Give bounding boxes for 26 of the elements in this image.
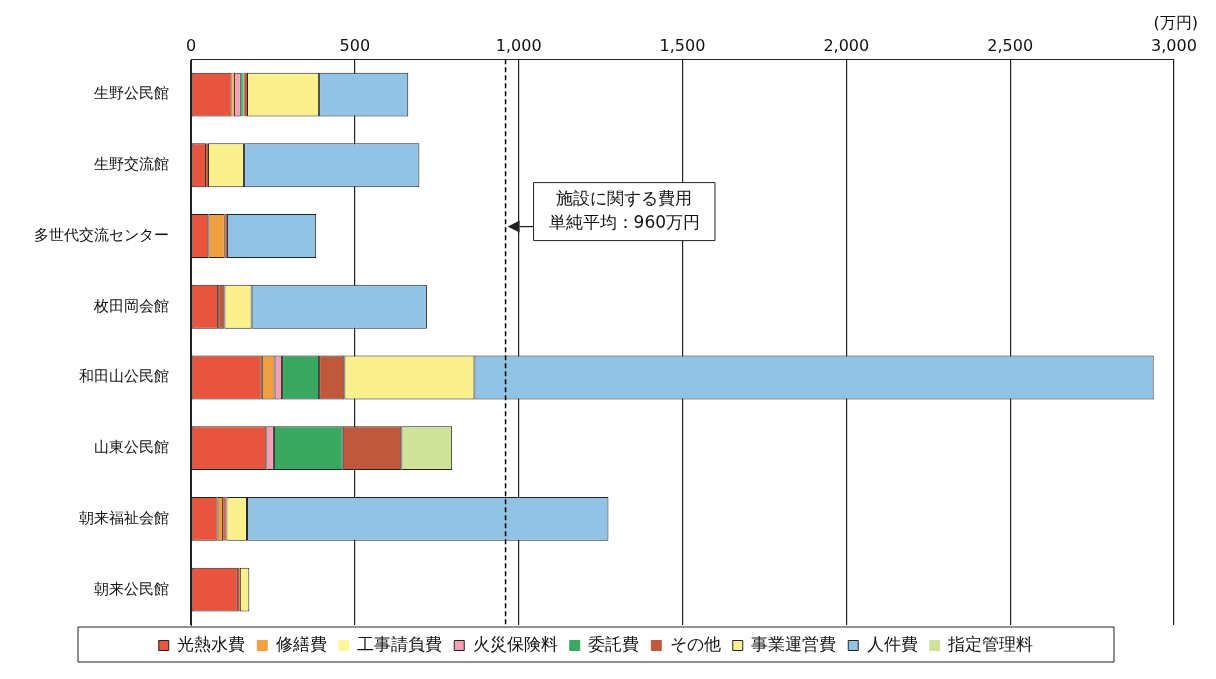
legend-label: 人件費 (866, 633, 918, 654)
y-tick-label: 朝来福祉会館 (79, 508, 169, 527)
y-tick-label: 朝来公民館 (94, 579, 169, 598)
legend-label: 光熱水費 (177, 633, 246, 654)
ref-line-label: 施設に関する費用単純平均：960万円 (548, 188, 701, 233)
x-tick-label: 0 (185, 35, 197, 55)
y-tick-label: 多世代交流センター (34, 225, 169, 244)
y-tick-label: 山東公民館 (94, 438, 169, 457)
x-tick-label: 3,000 (1151, 35, 1197, 55)
x-tick-label: 1,000 (495, 35, 542, 55)
legend-label: 工事請負費 (357, 633, 443, 654)
y-tick-label: 枚田岡会館 (93, 296, 169, 315)
x-axis-title: (万円) (1153, 13, 1198, 33)
x-tick-label: 1,500 (659, 35, 706, 55)
legend-label: 委託費 (588, 633, 640, 654)
y-tick-label: 生野交流館 (94, 155, 169, 174)
legend-label: 指定管理料 (947, 633, 1034, 654)
legend-label: その他 (669, 633, 721, 654)
x-tick-label: 2,000 (823, 35, 870, 55)
x-tick-label: 2,500 (987, 35, 1034, 55)
y-tick-label: 生野公民館 (94, 84, 169, 103)
legend-label: 火災保険料 (472, 633, 558, 654)
legend-label: 事業運営費 (751, 633, 837, 654)
legend-label: 修繕費 (275, 633, 327, 654)
y-tick-label: 和田山公民館 (79, 367, 169, 386)
x-tick-label: 500 (339, 35, 371, 55)
